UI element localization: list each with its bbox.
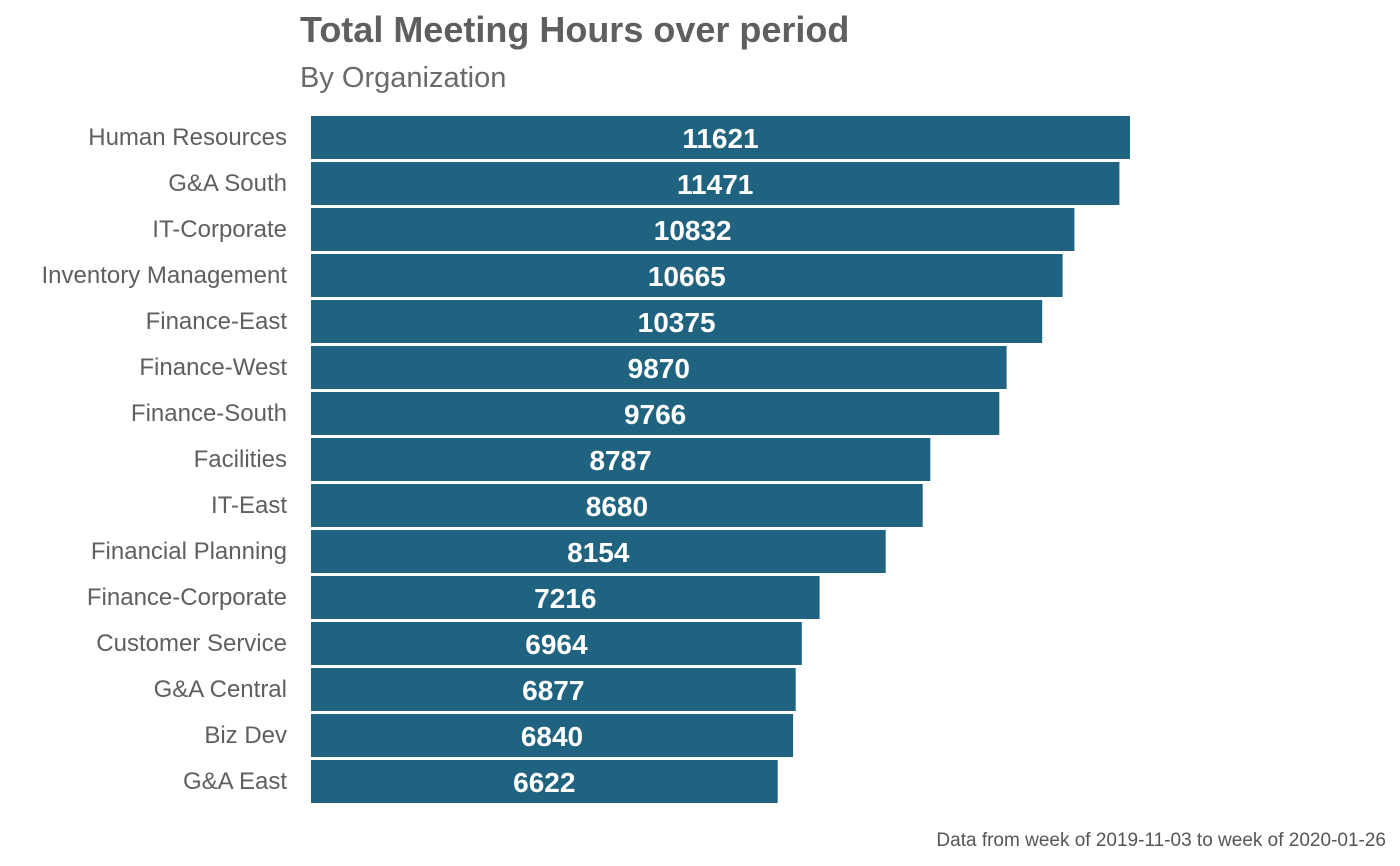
bar <box>311 622 802 665</box>
bar <box>311 392 1000 435</box>
category-label: Customer Service <box>96 630 287 657</box>
data-label: 9766 <box>624 399 686 430</box>
category-label: IT-Corporate <box>152 216 287 243</box>
chart-title: Total Meeting Hours over period <box>300 9 849 50</box>
data-label: 8680 <box>586 491 648 522</box>
data-label: 9870 <box>628 353 690 384</box>
data-label: 10375 <box>638 307 716 338</box>
category-label: Finance-West <box>139 354 287 381</box>
bar <box>311 438 931 481</box>
category-label: Finance-East <box>146 308 288 335</box>
data-label: 6964 <box>525 629 588 660</box>
bar <box>311 530 886 573</box>
category-labels-group: Human Resources G&A South IT-Corporate Inve… <box>42 124 288 795</box>
category-label: Biz Dev <box>204 722 287 749</box>
category-label: G&A South <box>168 170 287 197</box>
category-label: IT-East <box>211 492 287 519</box>
data-label: 8154 <box>567 537 630 568</box>
category-label: G&A East <box>183 768 287 795</box>
category-label: Facilities <box>194 446 287 473</box>
data-label: 8787 <box>589 445 651 476</box>
bar <box>311 668 796 711</box>
bar <box>311 116 1130 159</box>
data-label: 11621 <box>682 123 758 154</box>
bar <box>311 714 794 757</box>
bar <box>311 162 1120 205</box>
data-label: 11471 <box>677 169 753 200</box>
chart-caption: Data from week of 2019-11-03 to week of … <box>936 830 1386 851</box>
value-labels-group: 11621 11471 10832 10665 10375 9870 9766 8787 868… <box>513 123 759 798</box>
data-label: 6622 <box>513 767 575 798</box>
category-label: Financial Planning <box>91 538 287 565</box>
category-label: Inventory Management <box>42 262 288 289</box>
bar <box>311 254 1063 297</box>
category-label: G&A Central <box>154 676 287 703</box>
data-label: 6840 <box>521 721 583 752</box>
category-label: Finance-South <box>131 400 287 427</box>
category-label: Human Resources <box>88 124 287 151</box>
bar <box>311 346 1007 389</box>
data-label: 10665 <box>648 261 726 292</box>
bars-group <box>311 116 1130 803</box>
data-label: 6877 <box>522 675 584 706</box>
bar <box>311 760 778 803</box>
data-label: 10832 <box>654 215 732 246</box>
chart-subtitle: By Organization <box>300 62 506 94</box>
bar <box>311 300 1043 343</box>
bar <box>311 576 820 619</box>
category-label: Finance-Corporate <box>87 584 287 611</box>
data-label: 7216 <box>534 583 596 614</box>
bar <box>311 208 1075 251</box>
bar <box>311 484 923 527</box>
